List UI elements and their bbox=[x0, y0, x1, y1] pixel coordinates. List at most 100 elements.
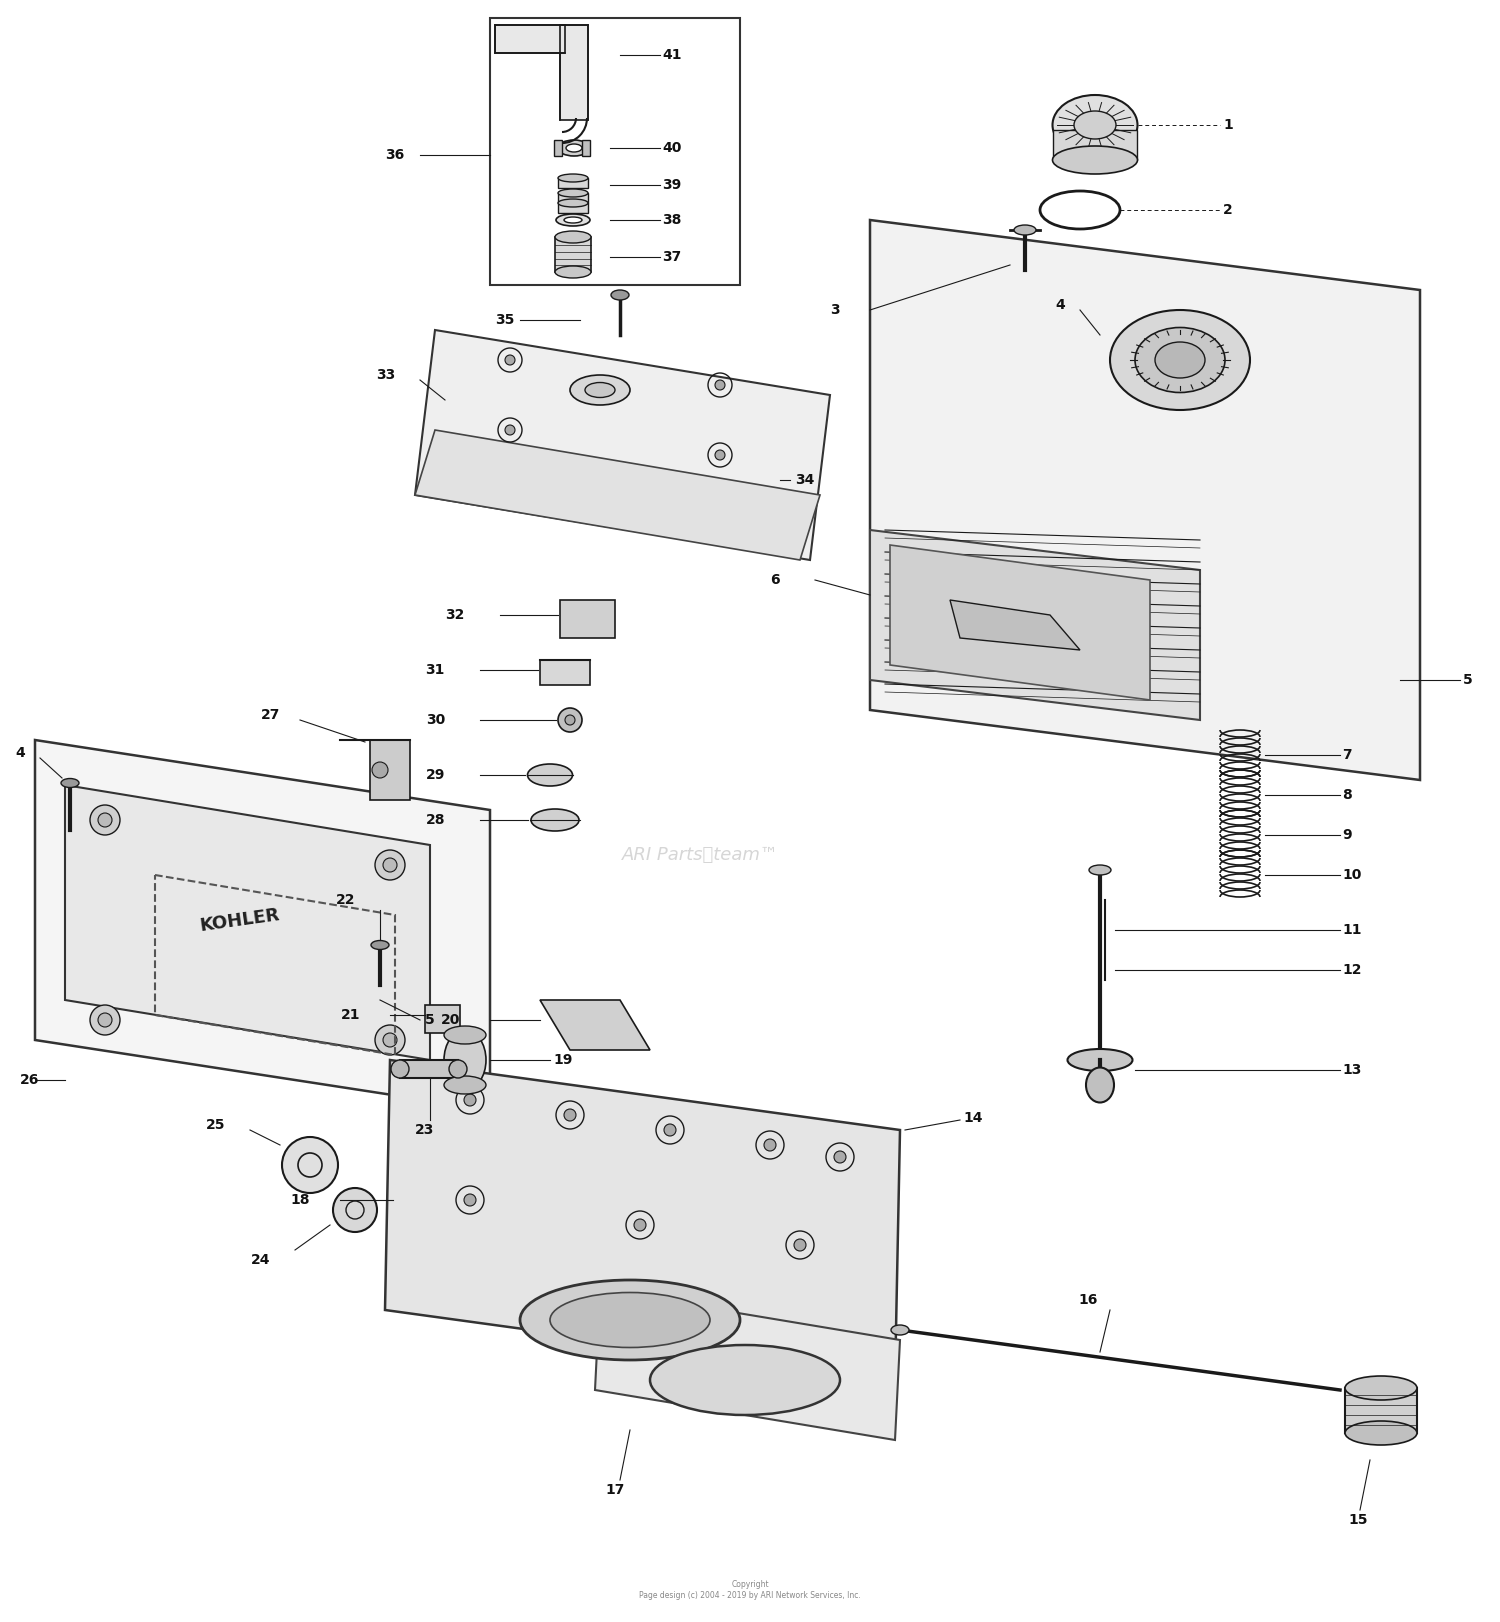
Polygon shape bbox=[416, 329, 830, 560]
Ellipse shape bbox=[392, 1061, 410, 1079]
Circle shape bbox=[98, 813, 112, 827]
Text: 39: 39 bbox=[662, 178, 681, 191]
Bar bbox=[558, 178, 588, 188]
Circle shape bbox=[566, 715, 574, 725]
Bar bbox=[582, 139, 590, 156]
Ellipse shape bbox=[1089, 865, 1112, 874]
Text: 24: 24 bbox=[251, 1254, 270, 1267]
Ellipse shape bbox=[531, 809, 579, 830]
Circle shape bbox=[464, 1194, 476, 1207]
Text: 7: 7 bbox=[1342, 748, 1352, 762]
Circle shape bbox=[90, 1006, 120, 1035]
Text: 1: 1 bbox=[1222, 118, 1233, 131]
Ellipse shape bbox=[444, 1027, 486, 1045]
Circle shape bbox=[634, 1220, 646, 1231]
Circle shape bbox=[834, 1152, 846, 1163]
Ellipse shape bbox=[558, 190, 588, 196]
Ellipse shape bbox=[1136, 328, 1226, 393]
Text: 18: 18 bbox=[291, 1194, 310, 1207]
Text: 41: 41 bbox=[662, 49, 681, 62]
Text: 5: 5 bbox=[424, 1014, 435, 1027]
Text: 37: 37 bbox=[662, 250, 681, 264]
Text: 3: 3 bbox=[831, 303, 840, 316]
Polygon shape bbox=[34, 740, 490, 1109]
Circle shape bbox=[716, 380, 724, 389]
Text: 30: 30 bbox=[426, 714, 445, 727]
Polygon shape bbox=[870, 530, 1200, 720]
Circle shape bbox=[716, 449, 724, 461]
Ellipse shape bbox=[1346, 1375, 1418, 1400]
Text: 35: 35 bbox=[495, 313, 514, 328]
Ellipse shape bbox=[528, 764, 573, 787]
Ellipse shape bbox=[444, 1030, 486, 1090]
Circle shape bbox=[382, 1033, 398, 1046]
Text: 4: 4 bbox=[1056, 298, 1065, 311]
Text: ARI PartsⓈteam™: ARI PartsⓈteam™ bbox=[621, 847, 778, 865]
Circle shape bbox=[506, 425, 515, 435]
Ellipse shape bbox=[585, 383, 615, 397]
Text: 10: 10 bbox=[1342, 868, 1362, 882]
Circle shape bbox=[375, 1025, 405, 1054]
Ellipse shape bbox=[570, 375, 630, 406]
Polygon shape bbox=[950, 600, 1080, 650]
Ellipse shape bbox=[1110, 310, 1250, 410]
Ellipse shape bbox=[558, 139, 590, 156]
Ellipse shape bbox=[1068, 1049, 1132, 1071]
Bar bbox=[1053, 130, 1137, 161]
Circle shape bbox=[794, 1239, 806, 1251]
Text: 13: 13 bbox=[1342, 1062, 1362, 1077]
Bar bbox=[400, 1061, 457, 1079]
Ellipse shape bbox=[564, 217, 582, 222]
Circle shape bbox=[558, 707, 582, 732]
Bar bbox=[560, 24, 588, 120]
Text: 8: 8 bbox=[1342, 788, 1352, 801]
Ellipse shape bbox=[370, 941, 388, 949]
Text: 29: 29 bbox=[426, 767, 445, 782]
Polygon shape bbox=[416, 430, 820, 560]
Text: 9: 9 bbox=[1342, 827, 1352, 842]
Bar bbox=[555, 237, 591, 272]
Circle shape bbox=[664, 1124, 676, 1135]
Circle shape bbox=[382, 858, 398, 873]
Text: 21: 21 bbox=[340, 1007, 360, 1022]
Text: 40: 40 bbox=[662, 141, 681, 156]
Circle shape bbox=[764, 1139, 776, 1152]
Circle shape bbox=[372, 762, 388, 779]
Bar bbox=[495, 24, 566, 54]
Ellipse shape bbox=[1346, 1421, 1418, 1445]
Ellipse shape bbox=[558, 200, 588, 208]
Text: 38: 38 bbox=[662, 212, 681, 227]
Ellipse shape bbox=[1086, 1067, 1114, 1103]
Bar bbox=[424, 1006, 460, 1033]
Ellipse shape bbox=[444, 1075, 486, 1093]
Bar bbox=[560, 600, 615, 637]
Ellipse shape bbox=[610, 290, 628, 300]
Ellipse shape bbox=[448, 1061, 466, 1079]
Ellipse shape bbox=[556, 214, 590, 225]
Circle shape bbox=[333, 1187, 376, 1233]
Bar bbox=[490, 18, 740, 285]
Polygon shape bbox=[386, 1061, 900, 1380]
Text: 32: 32 bbox=[446, 608, 465, 621]
Text: 12: 12 bbox=[1342, 963, 1362, 976]
Ellipse shape bbox=[558, 174, 588, 182]
Ellipse shape bbox=[555, 230, 591, 243]
Ellipse shape bbox=[62, 779, 80, 788]
Ellipse shape bbox=[650, 1345, 840, 1414]
Text: 16: 16 bbox=[1078, 1293, 1098, 1307]
Text: 34: 34 bbox=[795, 474, 814, 487]
Text: Copyright
Page design (c) 2004 - 2019 by ARI Network Services, Inc.: Copyright Page design (c) 2004 - 2019 by… bbox=[639, 1580, 861, 1599]
Text: 6: 6 bbox=[771, 573, 780, 587]
Text: 5: 5 bbox=[1462, 673, 1473, 688]
Circle shape bbox=[90, 805, 120, 835]
Polygon shape bbox=[870, 221, 1420, 780]
Text: 26: 26 bbox=[20, 1074, 39, 1087]
Text: KOHLER: KOHLER bbox=[200, 905, 280, 934]
Circle shape bbox=[98, 1014, 112, 1027]
Text: 22: 22 bbox=[336, 894, 356, 907]
Text: 17: 17 bbox=[604, 1483, 624, 1497]
Ellipse shape bbox=[1155, 342, 1204, 378]
Circle shape bbox=[506, 355, 515, 365]
Bar bbox=[1346, 1388, 1418, 1432]
Text: 23: 23 bbox=[416, 1122, 435, 1137]
